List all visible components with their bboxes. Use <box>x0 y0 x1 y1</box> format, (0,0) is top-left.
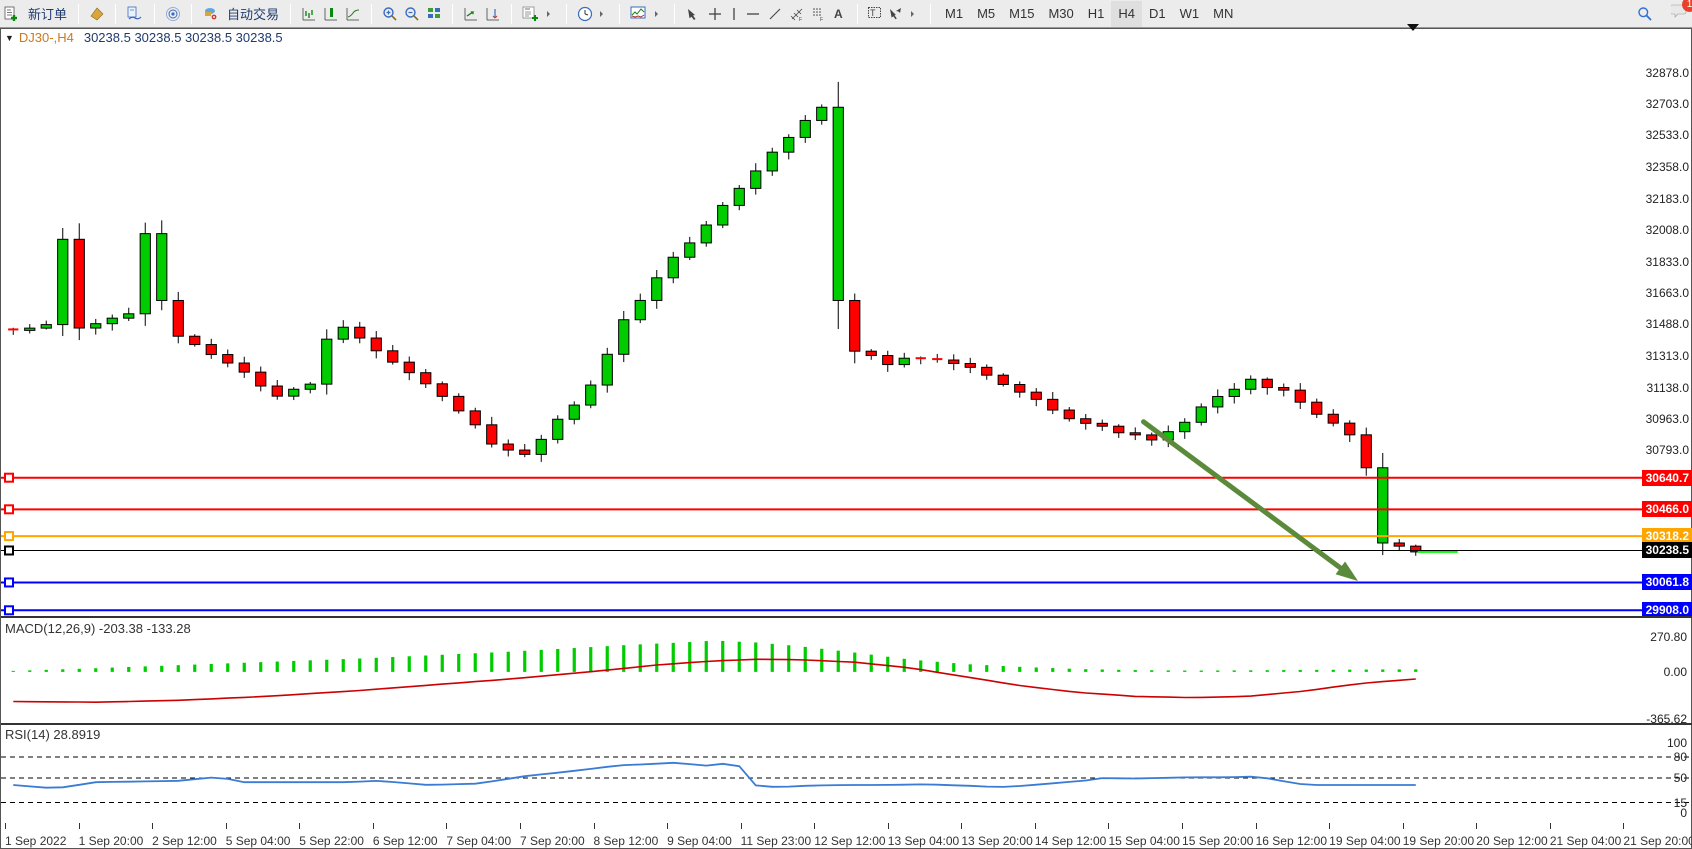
svg-text:T: T <box>870 8 876 18</box>
svg-text:A: A <box>834 7 843 21</box>
svg-text:F: F <box>820 17 823 22</box>
svg-text:F: F <box>799 17 802 22</box>
